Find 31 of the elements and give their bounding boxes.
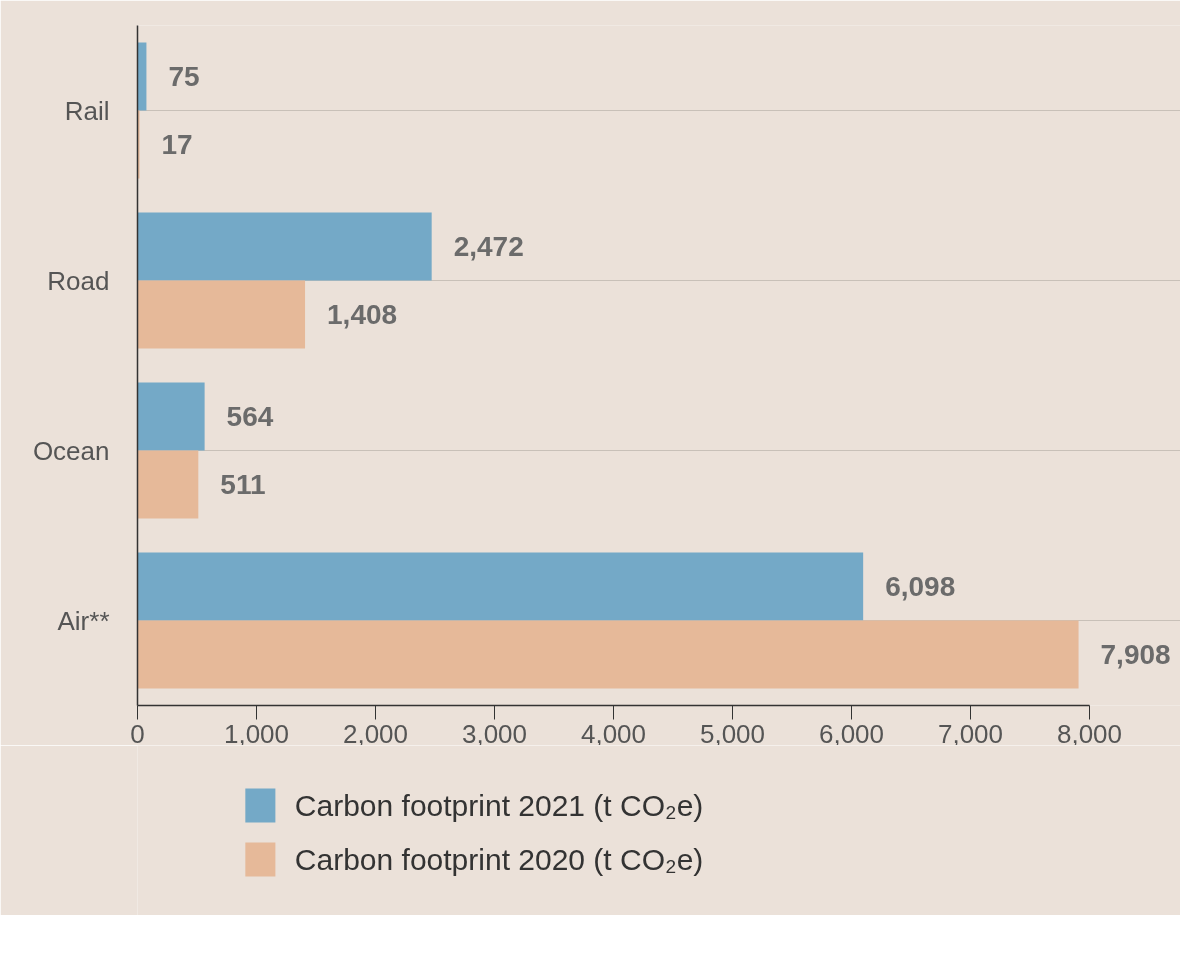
bar xyxy=(137,620,1079,689)
bar xyxy=(137,42,147,111)
bar xyxy=(137,552,864,621)
x-tick-label: 3,000 xyxy=(461,718,528,749)
legend-label: Carbon footprint 2021 (t CO₂e) xyxy=(294,789,704,822)
x-tick-label: 7,000 xyxy=(937,718,1004,749)
text: 17 xyxy=(161,129,193,160)
bar xyxy=(137,280,306,349)
x-tick-label: 5,000 xyxy=(699,718,766,749)
x-tick-label: 8,000 xyxy=(1056,718,1123,749)
text: 7,908 xyxy=(1100,639,1171,670)
text: 6,098 xyxy=(885,571,956,602)
bar xyxy=(137,110,140,179)
text: 564 xyxy=(226,401,274,432)
x-tick-label: 0 xyxy=(130,718,145,749)
x-tick-label: 6,000 xyxy=(818,718,885,749)
bar xyxy=(137,382,205,451)
bar xyxy=(137,450,199,519)
y-tick-label: Road xyxy=(47,265,110,296)
text: 2,472 xyxy=(453,231,524,262)
y-tick-label: Air** xyxy=(57,605,110,636)
x-tick-label: 1,000 xyxy=(223,718,290,749)
text: 511 xyxy=(220,469,266,500)
text: 1,408 xyxy=(327,299,398,330)
y-tick-label: Rail xyxy=(64,95,110,126)
x-tick-label: 2,000 xyxy=(342,718,409,749)
legend-label: Carbon footprint 2020 (t CO₂e) xyxy=(294,843,704,876)
text: 75 xyxy=(168,61,200,92)
bar xyxy=(137,212,432,281)
y-tick-label: Ocean xyxy=(32,435,110,466)
x-tick-label: 4,000 xyxy=(580,718,647,749)
